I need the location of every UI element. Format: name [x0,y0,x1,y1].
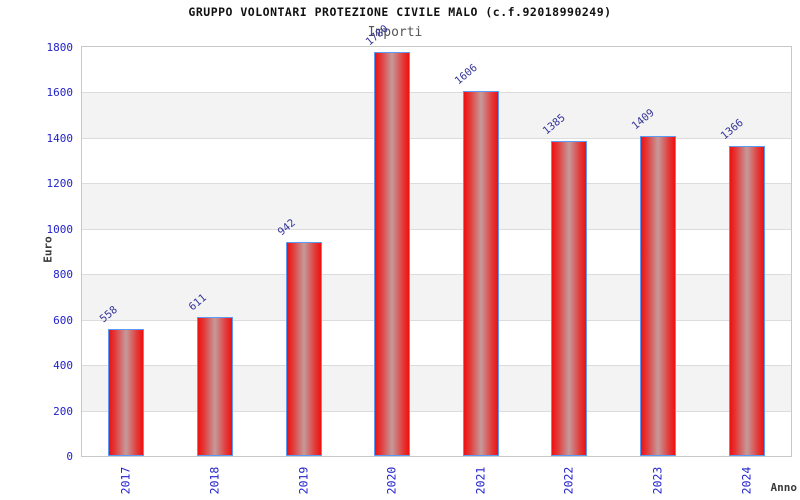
y-tick-label: 1800 [46,41,74,54]
grid-band [82,365,791,411]
grid-band [82,274,791,320]
bar-value-label: 1606 [452,61,480,88]
y-tick-label: 1600 [46,86,74,100]
gridline [82,410,791,412]
y-tick-label: 1400 [46,131,74,145]
x-tick-label: 2023 [650,466,665,495]
bar-2022 [551,141,588,456]
bar-2017 [108,329,145,456]
x-tick-label: 2018 [207,466,222,495]
gridline [82,228,791,230]
y-tick-label: 1200 [46,177,74,191]
y-tick-label: 1000 [46,222,74,236]
gridline [82,319,791,321]
x-axis-label: Anno [770,481,798,494]
y-tick-label: 800 [53,268,73,282]
y-tick-label: 200 [53,404,73,418]
bar-2018 [196,317,233,456]
gridline [82,92,791,94]
x-tick-label: 2021 [473,466,488,495]
y-tick-label: 400 [53,359,73,373]
chart-subtitle: Importi [367,25,423,40]
gridline [82,183,791,185]
plot-area: 0 200 400 600 800 1000 1200 1400 1600 1800 558 2017… [47,22,792,494]
y-tick-label: 0 [66,450,73,463]
bar-2019 [285,241,322,456]
bar-2020 [374,51,411,456]
chart-title: GRUPPO VOLONTARI PROTEZIONE CIVILE MALO … [188,5,612,19]
x-tick-label: 2020 [384,466,399,495]
grid-band [82,183,791,229]
x-tick-label: 2022 [561,466,576,495]
bar-2021 [462,91,499,456]
x-tick-label: 2024 [739,466,754,495]
bar-2024 [728,145,765,456]
x-tick-label: 2019 [296,466,311,495]
grid-band [82,92,791,138]
bar-2023 [640,135,677,456]
gridline [82,137,791,139]
gridline [82,274,791,276]
gridline [82,365,791,367]
x-tick-label: 2017 [118,466,133,495]
y-tick-label: 600 [53,313,73,327]
